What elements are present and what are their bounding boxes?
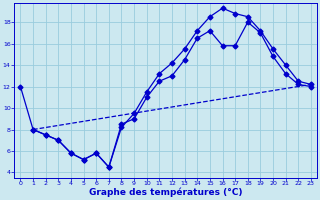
X-axis label: Graphe des températures (°C): Graphe des températures (°C)	[89, 188, 243, 197]
